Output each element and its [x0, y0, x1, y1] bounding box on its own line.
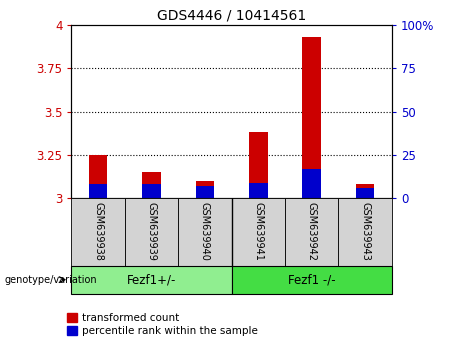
Title: GDS4446 / 10414561: GDS4446 / 10414561 [157, 8, 306, 22]
Text: GSM639943: GSM639943 [360, 202, 370, 261]
Bar [142, 172, 161, 198]
Text: genotype/variation: genotype/variation [5, 275, 97, 285]
Bar [178, 198, 231, 266]
Legend: transformed count, percentile rank within the sample: transformed count, percentile rank withi… [67, 313, 258, 336]
Bar [89, 184, 107, 198]
Bar [195, 186, 214, 198]
Text: Fezf1 -/-: Fezf1 -/- [288, 273, 336, 286]
Bar [249, 132, 268, 198]
Bar [71, 198, 125, 266]
Bar [285, 198, 338, 266]
Text: Fezf1+/-: Fezf1+/- [127, 273, 176, 286]
Bar [356, 184, 374, 198]
Bar [231, 198, 285, 266]
Text: GSM639939: GSM639939 [147, 202, 157, 261]
Bar [195, 181, 214, 198]
Text: GSM639938: GSM639938 [93, 202, 103, 261]
Bar [89, 155, 107, 198]
Bar [71, 266, 231, 294]
Bar [231, 266, 392, 294]
Text: GSM639942: GSM639942 [307, 202, 317, 261]
Bar [302, 37, 321, 198]
Bar [249, 183, 268, 198]
Text: GSM639940: GSM639940 [200, 202, 210, 261]
Bar [302, 169, 321, 198]
Bar [125, 198, 178, 266]
Bar [142, 184, 161, 198]
Text: GSM639941: GSM639941 [254, 202, 263, 261]
Bar [338, 198, 392, 266]
Bar [356, 188, 374, 198]
